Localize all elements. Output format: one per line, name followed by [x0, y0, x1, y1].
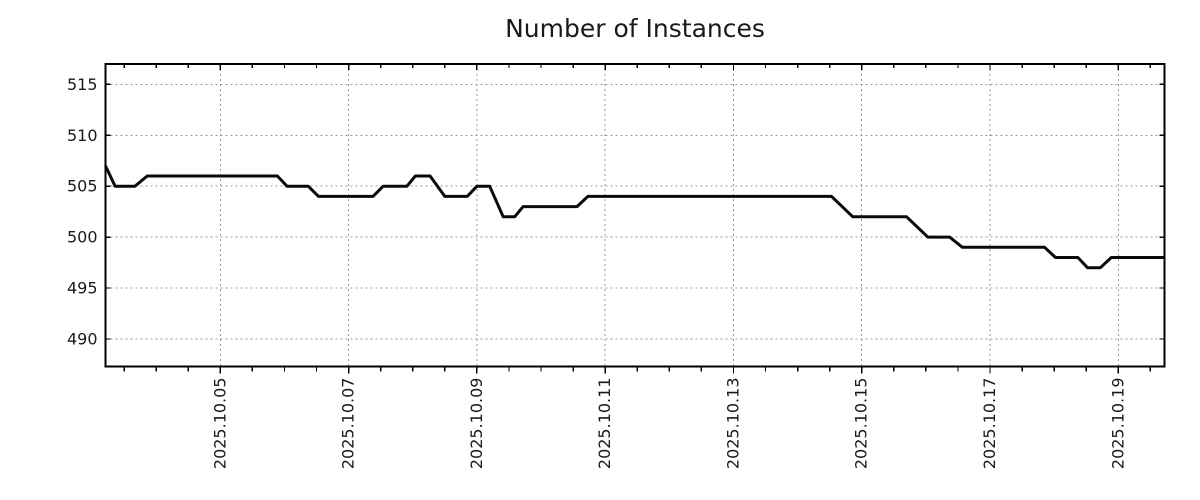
x-tick-label: 2025.10.13: [723, 378, 742, 470]
x-tick-label: 2025.10.05: [210, 378, 229, 470]
x-tick-label: 2025.10.09: [467, 378, 486, 470]
chart-title: Number of Instances: [505, 14, 765, 43]
axis-layer: [104, 63, 1166, 374]
y-tick-label: 510: [67, 126, 98, 145]
series-line-instances: [104, 165, 1165, 270]
x-tick-label: 2025.10.07: [339, 378, 358, 470]
series-layer: [104, 165, 1165, 270]
plot-frame: [104, 63, 1166, 368]
label-layer: 490 495 500 505 510 515 2025.10.05 2025.10.07 20…: [67, 75, 1127, 469]
y-tick-label: 505: [67, 177, 98, 196]
grid-layer: [105, 64, 1165, 367]
x-tick-label: 2025.10.11: [595, 378, 614, 470]
x-tick-label: 2025.10.17: [980, 378, 999, 470]
x-tick-label: 2025.10.19: [1108, 378, 1127, 470]
x-tick-label: 2025.10.15: [852, 378, 871, 470]
y-tick-label: 490: [67, 330, 98, 349]
y-tick-label: 515: [67, 75, 98, 94]
y-tick-label: 500: [67, 228, 98, 247]
y-tick-label: 495: [67, 279, 98, 298]
